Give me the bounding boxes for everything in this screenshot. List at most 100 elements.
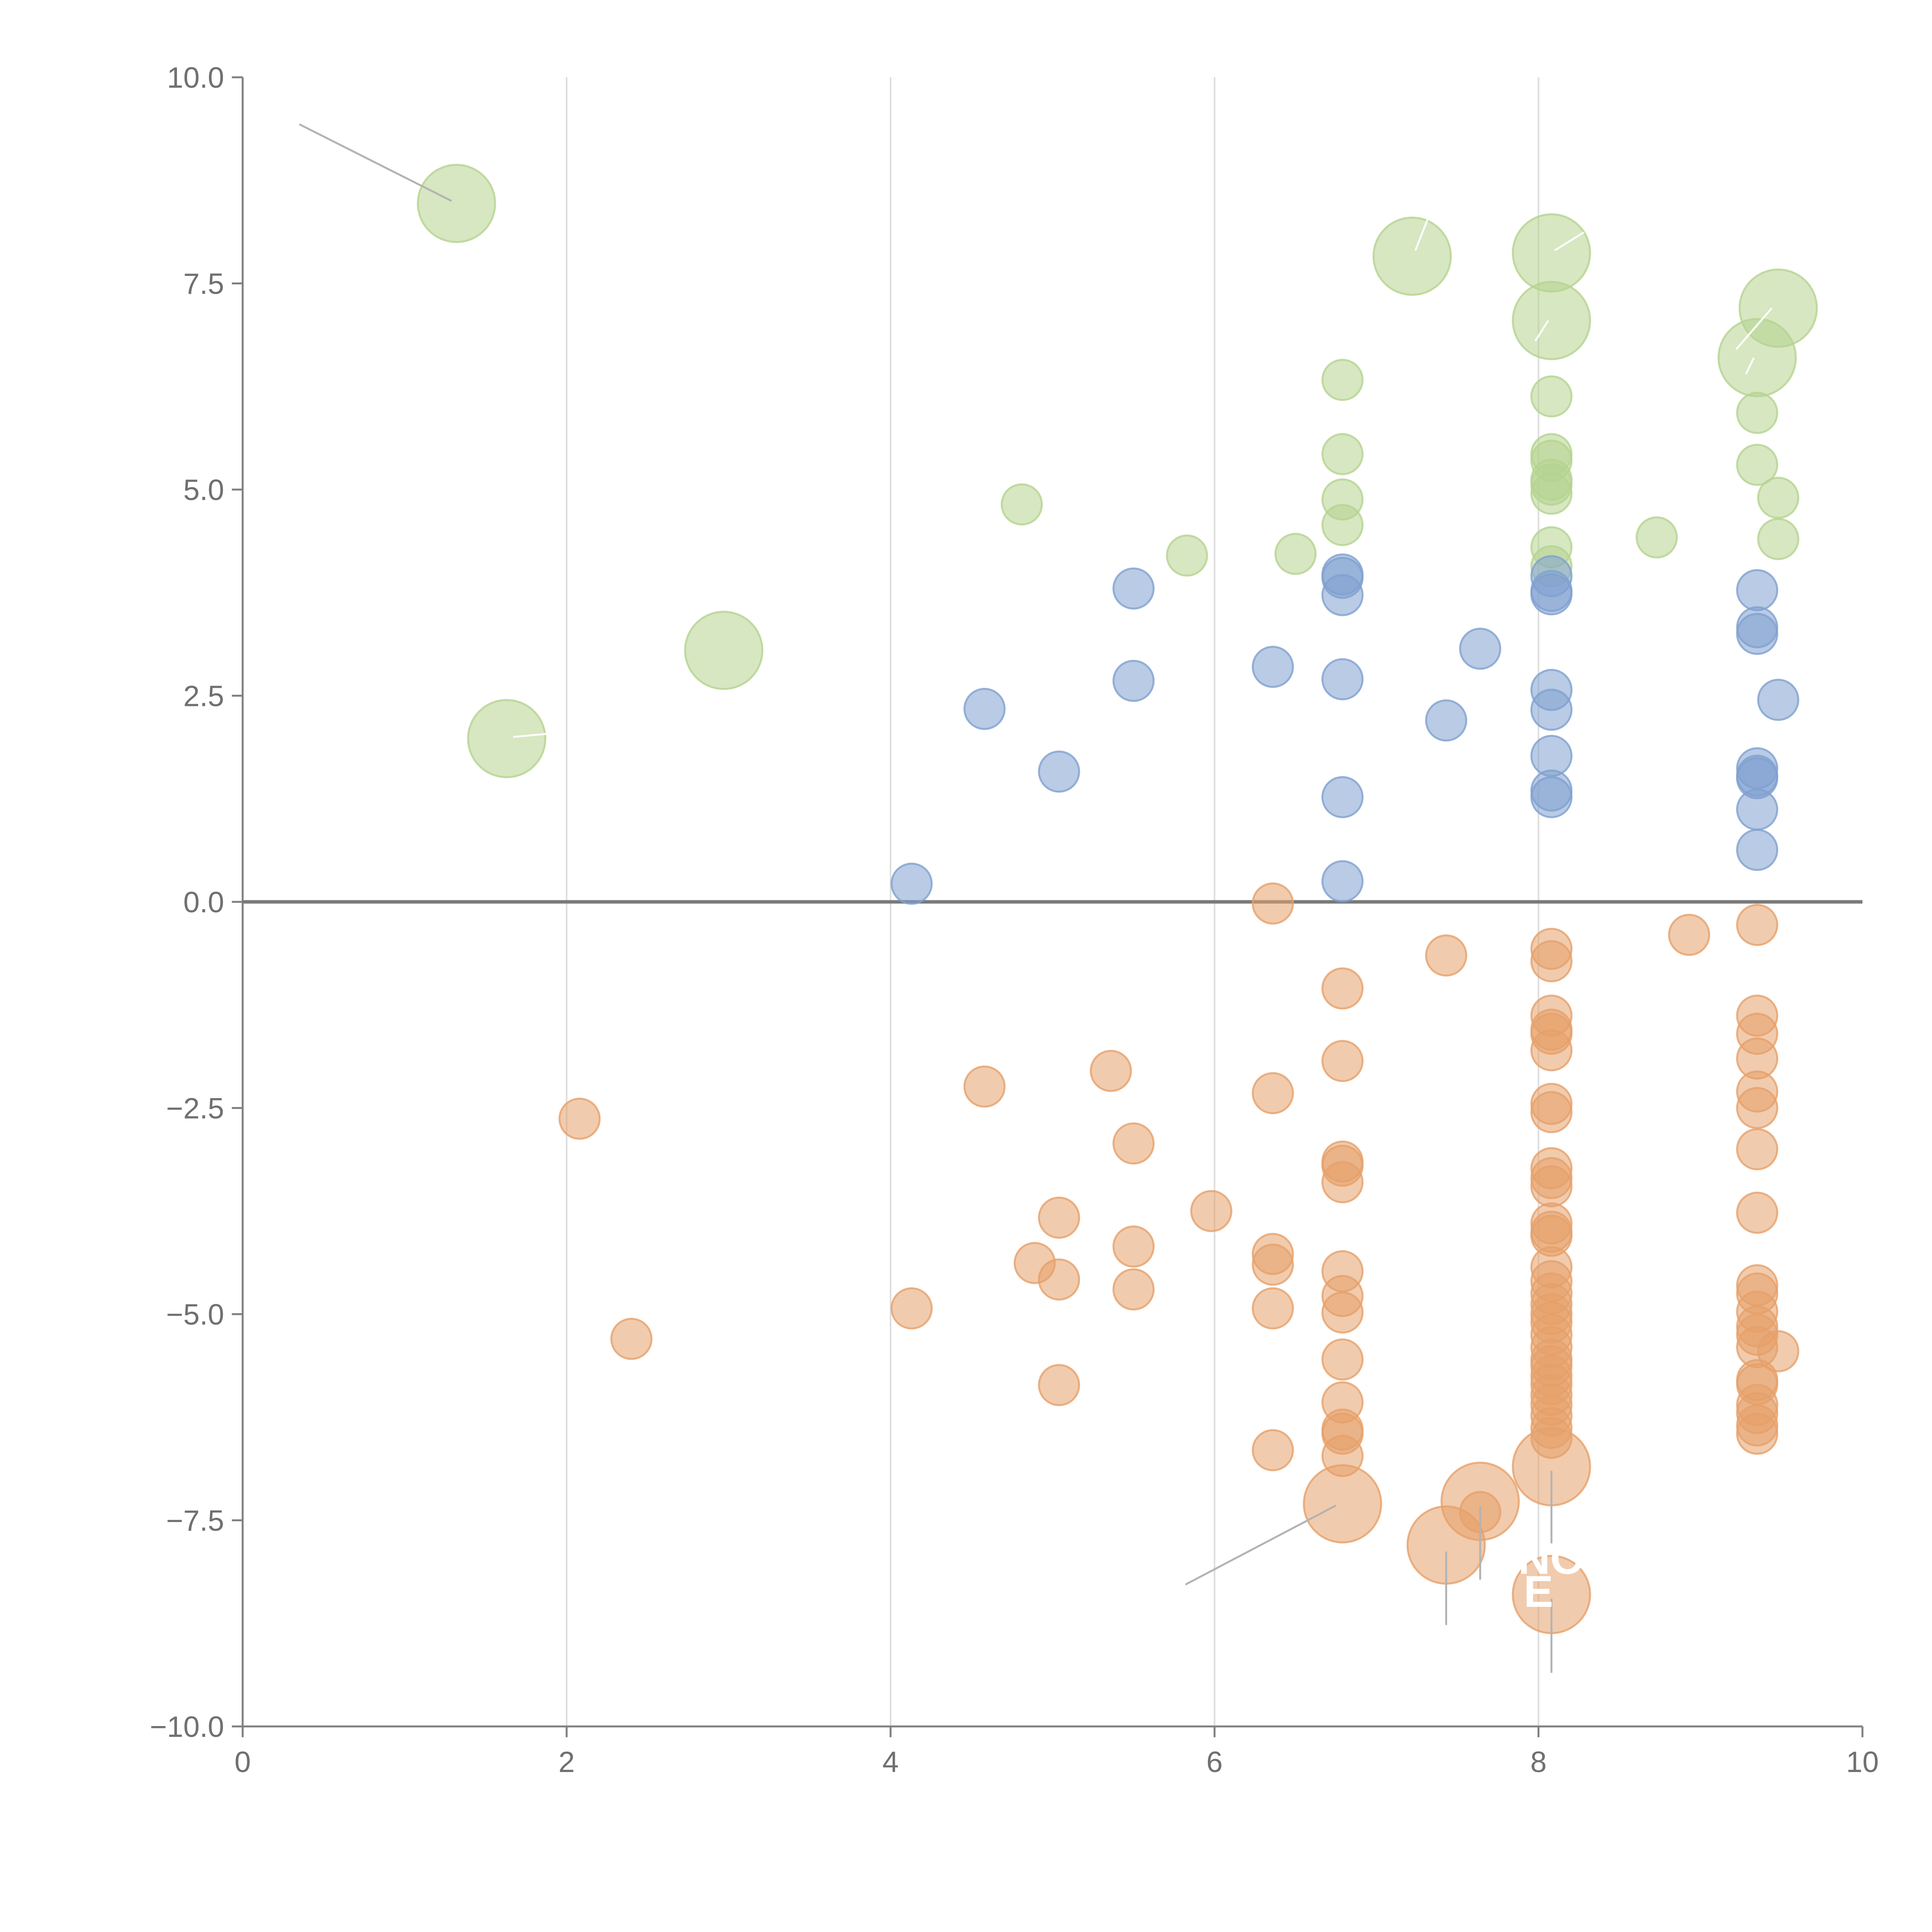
orange-point [1112,1122,1155,1165]
y-tick-label: −10.0 [150,1711,224,1743]
label-leader-line [299,123,452,202]
green-point-large [1718,318,1797,398]
label-leader-line [1745,357,1755,375]
orange-point [1530,940,1573,983]
orange-point [1530,1417,1573,1459]
orange-point [1038,1258,1080,1301]
orange-point [1425,934,1468,977]
y-tick-label: −7.5 [166,1505,224,1537]
orange-point [558,1097,601,1140]
blue-point [1321,574,1364,616]
leader-lines [299,123,1773,1673]
orange-point [1530,1029,1573,1071]
orange-point [1090,1049,1132,1092]
orange-point [1252,882,1294,925]
green-point-large [1372,216,1452,296]
green-point-large [1512,281,1591,361]
label-leader-line [1554,231,1585,252]
green-point [1000,483,1043,526]
label-leader-line [1534,320,1549,342]
orange-point [890,1287,933,1330]
green-point-large [684,611,764,690]
orange-point [1112,1268,1155,1311]
green-point [1736,444,1779,486]
orange-point [1190,1190,1233,1232]
green-point [1636,516,1678,559]
blue-point [1112,660,1155,702]
point-labels: NOE [1518,1534,1585,1616]
blue-point [1736,612,1779,655]
y-tick-label: 0.0 [183,886,224,919]
y-tick-label: −5.0 [166,1298,224,1331]
blue-point [963,688,1006,730]
blue-point [1112,567,1155,610]
green-point-large [467,699,546,778]
label-leader-line [1735,307,1773,350]
orange-point [1736,904,1779,946]
green-point-large [1512,213,1591,293]
blue-point [1757,679,1799,721]
label-leader-line [1414,217,1429,251]
orange-point [1038,1196,1080,1239]
green-point [1530,473,1573,515]
blue-point [1530,689,1573,731]
y-tick-label: 5.0 [183,474,224,507]
orange-point [1252,1429,1294,1471]
blue-point [1736,569,1779,611]
orange-point [1112,1225,1155,1268]
x-tick-label: 2 [558,1746,575,1779]
orange-point [1736,1087,1779,1129]
orange-point [1530,1091,1573,1133]
orange-point [1252,1287,1294,1330]
orange-point [1321,1161,1364,1204]
orange-point [1252,1072,1294,1114]
orange-point [1038,1364,1080,1406]
x-tick-label: 10 [1846,1746,1879,1779]
orange-point [1736,1192,1779,1234]
x-tick-label: 6 [1206,1746,1223,1779]
y-tick-label: 2.5 [183,680,224,713]
orange-point [1321,1291,1364,1334]
point-annotation: E [1524,1567,1553,1617]
orange-point [1321,967,1364,1010]
orange-point [1530,1165,1573,1208]
green-point-large [417,164,496,243]
y-tick-label: −2.5 [166,1092,224,1125]
green-point [1736,392,1779,434]
blue-point [1321,860,1364,903]
y-tick-label: 10.0 [167,61,224,94]
green-point [1321,433,1364,475]
blue-point [1321,776,1364,818]
blue-point [1321,658,1364,701]
data-points [417,164,1818,1634]
blue-point [1459,628,1502,670]
orange-point [1321,1040,1364,1082]
blue-point [890,862,933,905]
green-point [1530,375,1573,418]
axes: 0 2 4 6 8 10 −10.0 −7.5 −5.0 −2.5 0.0 2.5 5.0 7.5 10.0 [150,61,1879,1779]
blue-point [1038,750,1080,793]
green-point [1321,359,1364,401]
blue-point [1252,646,1294,688]
blue-point [1736,829,1779,871]
orange-point [1252,1243,1294,1286]
point-annotation: NO [1518,1534,1585,1583]
blue-point [1530,776,1573,818]
x-tick-label: 8 [1530,1746,1546,1779]
orange-point [610,1318,653,1360]
green-point [1166,534,1208,577]
orange-point [1736,1412,1779,1455]
orange-point [963,1065,1006,1108]
orange-point [1736,1128,1779,1170]
x-tick-label: 4 [883,1746,899,1779]
green-point [1321,504,1364,546]
green-point [1757,518,1799,560]
blue-point [1736,788,1779,831]
orange-point [1757,1330,1799,1372]
orange-point [1321,1338,1364,1381]
orange-point [1321,1435,1364,1477]
blue-point [1425,699,1468,742]
x-tick-label: 0 [235,1746,251,1779]
green-point [1274,532,1317,575]
